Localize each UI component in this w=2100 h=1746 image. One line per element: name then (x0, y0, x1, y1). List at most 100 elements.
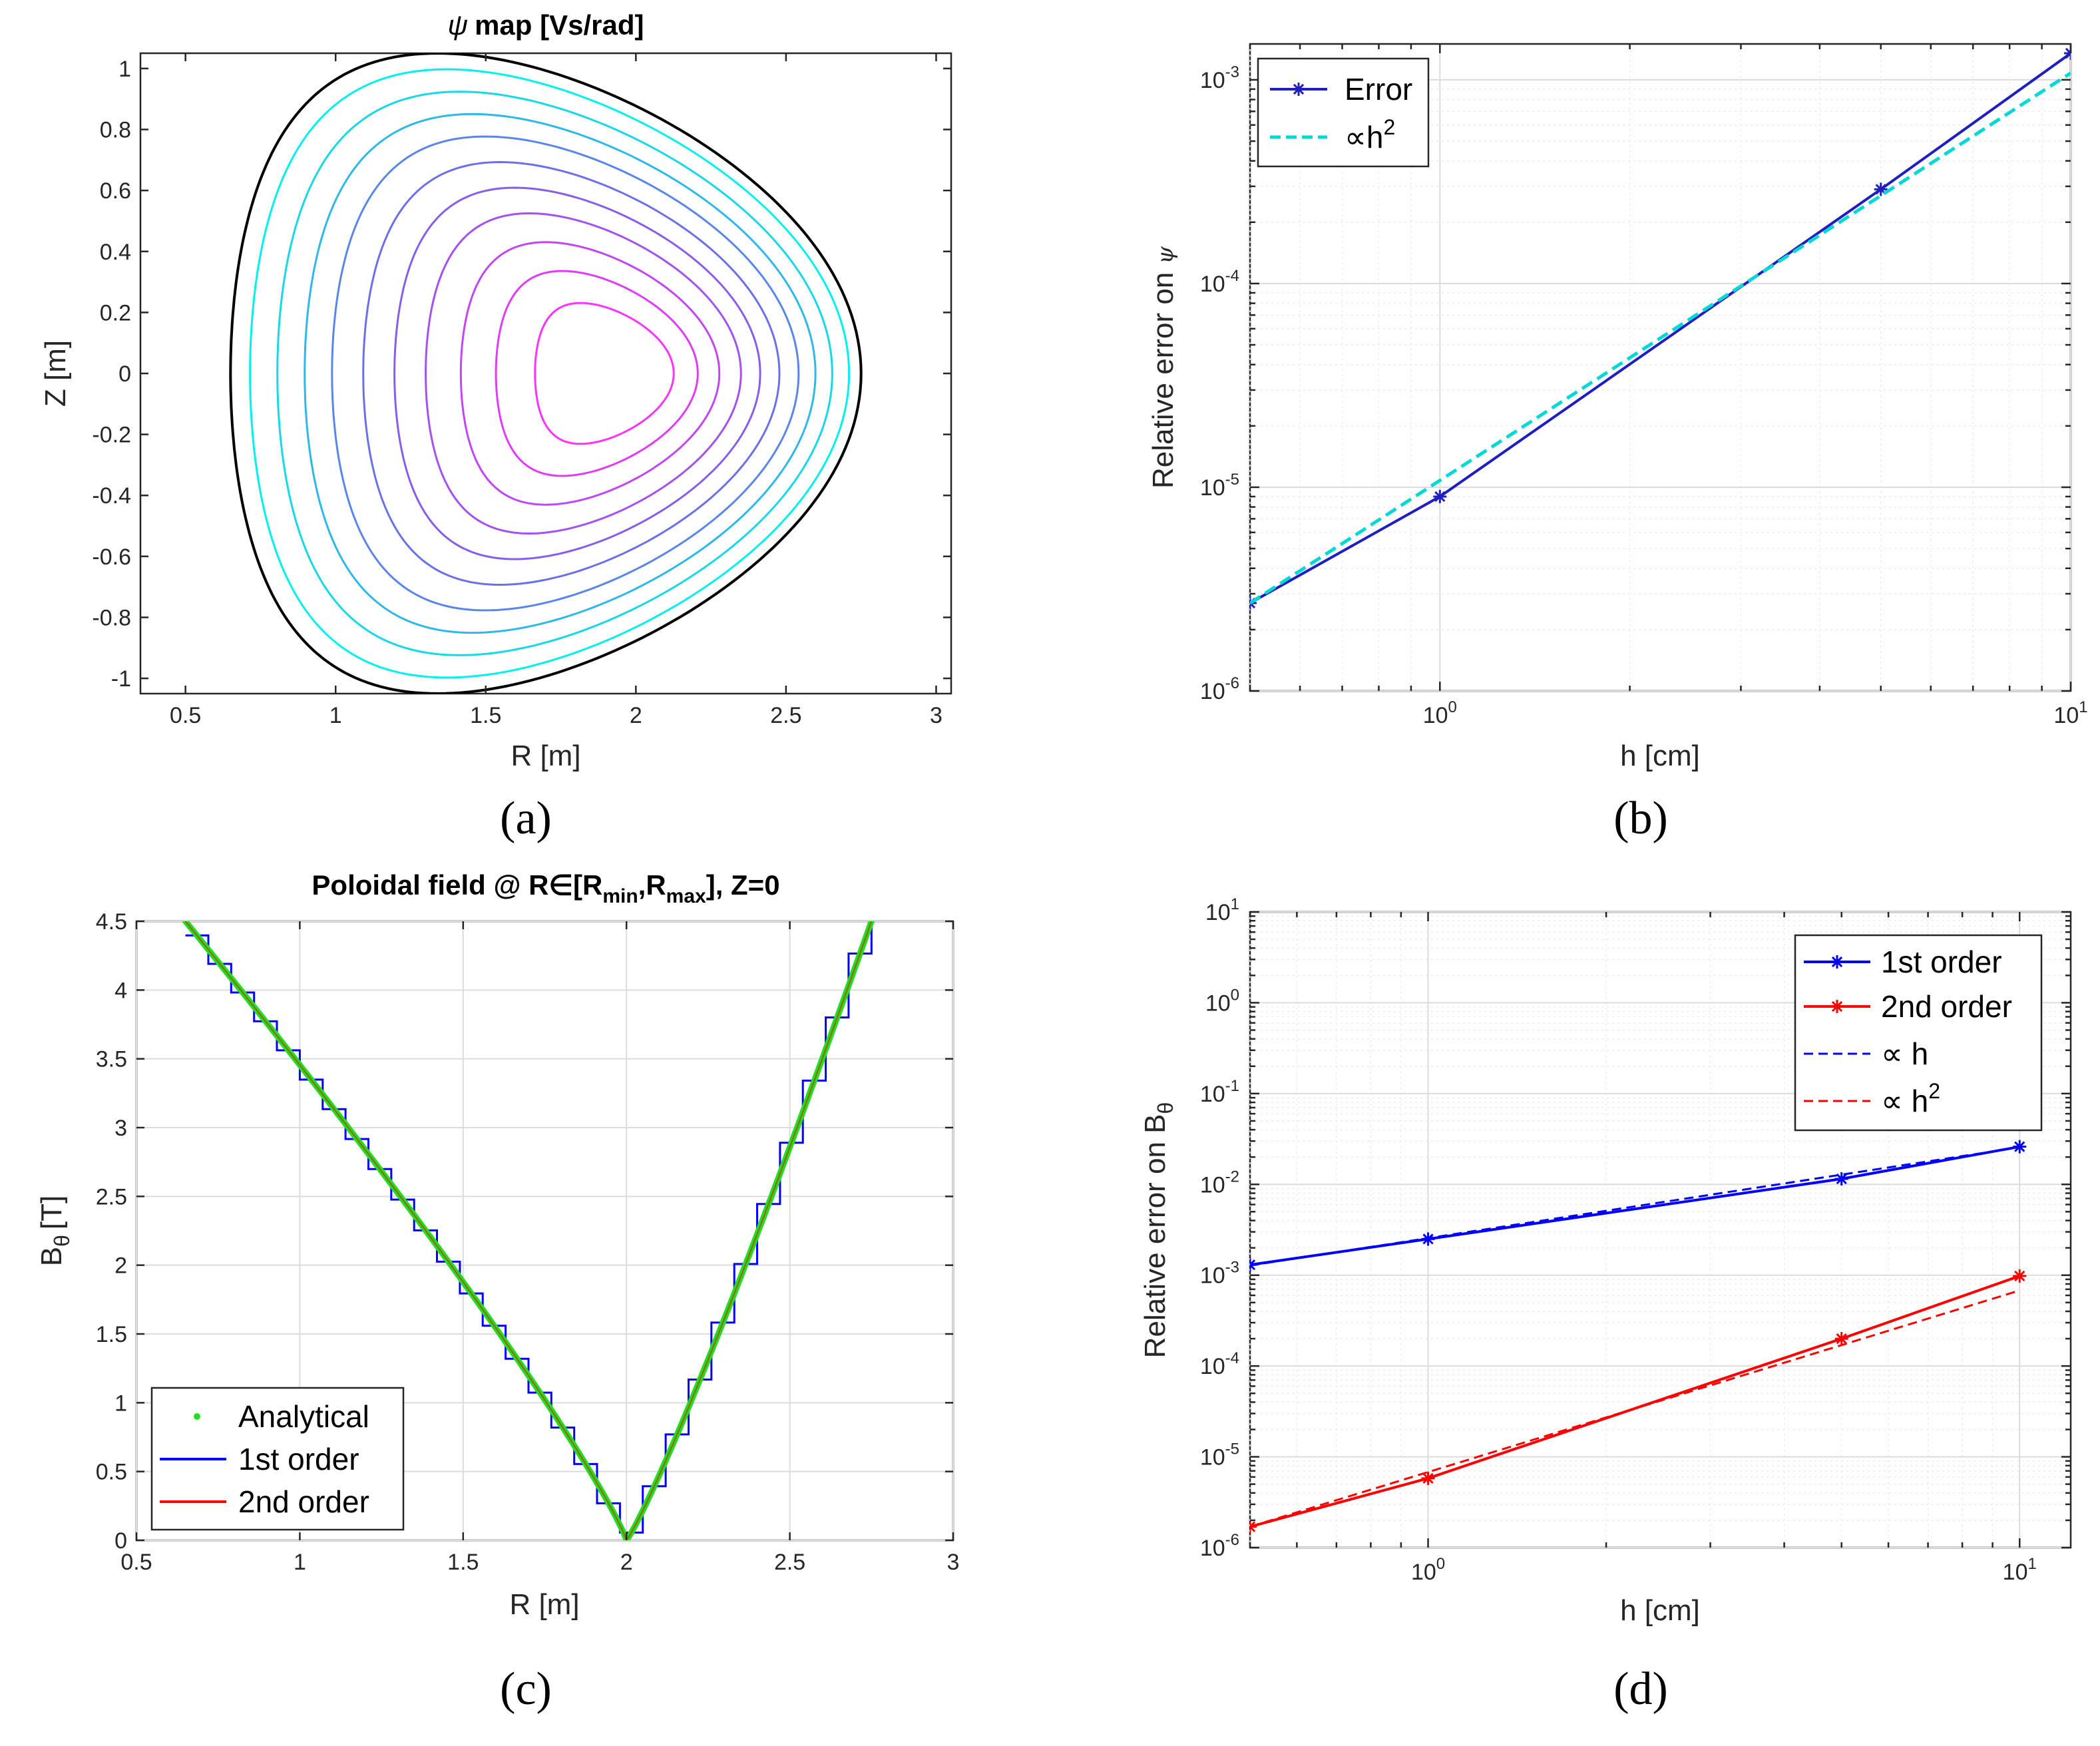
panel-b-legend-error-label: Error (1345, 72, 1412, 107)
d-series-marker-stroke (1250, 1521, 1256, 1528)
d-ytick-label: 10-4 (1200, 1349, 1239, 1379)
d-ytick-label-base: 10 (1200, 1445, 1225, 1470)
panel-c-ticks: 0.5 1 1.5 2 2.5 300.511.522.533.544.5 (96, 909, 960, 1575)
panel-a-ticks: 0.5 1 1.5 2 2.5 3 -1 -0.8 -0.6 -0.4 -0.2 0 0.2 0.4 0.6… (92, 53, 951, 728)
panel-a-ytick-label: -0.4 (92, 483, 131, 509)
panel-d-legend-fit2-exp: 2 (1928, 1079, 1940, 1103)
panel-c-title-sub-min: min (602, 885, 638, 907)
b-ytick-label: 10-3 (1200, 63, 1239, 93)
panel-a-xtick-label: 1 (329, 703, 342, 728)
panel-a-contour-line (331, 135, 800, 612)
panel-d-ylabel: Relative error on Bθ (1139, 1102, 1177, 1359)
panel-c-ytick-label: 4.5 (96, 909, 127, 935)
panel-c-legend-analytical-label: Analytical (238, 1399, 369, 1434)
d-ytick-label-base: 10 (1200, 1263, 1225, 1289)
panel-d-xlabel: h [cm] (1620, 1594, 1700, 1627)
d-ytick-label: 10-1 (1200, 1077, 1239, 1107)
panel-c-ytick-label: 2.5 (96, 1184, 127, 1209)
panel-b-ylabel-text: Relative error on (1147, 272, 1179, 489)
b-xtick-label: 101 (2053, 698, 2087, 728)
panel-a-ytick-label: 0.2 (100, 300, 131, 326)
d-series-marker (1421, 1471, 1435, 1485)
d-ytick-label-exp: -5 (1225, 1440, 1239, 1458)
panel-c-xtick-label: 2 (620, 1550, 633, 1575)
d-xtick-label-base: 10 (2003, 1560, 2028, 1585)
d-ytick-label: 10-3 (1200, 1259, 1239, 1289)
b-xtick-label-base: 10 (2053, 703, 2079, 728)
b-series-line (1250, 52, 2071, 604)
panel-b-legend-star-stroke (1293, 83, 1305, 95)
b-ytick-label-exp: -3 (1225, 63, 1239, 81)
d-series-fit-line (1250, 1289, 2020, 1528)
panel-c-title-mid: ,R (638, 869, 666, 901)
panel-d-legend-fit1-label: ∝ h (1881, 1036, 1928, 1071)
panel-d-caption: (d) (1613, 1663, 1668, 1715)
panel-d-legend-fit2-label: ∝ h2 (1881, 1079, 1940, 1118)
panel-a-ytick-label: -0.2 (92, 423, 131, 448)
panel-b-legend-fit-exp: 2 (1383, 115, 1395, 139)
panel-c-xtick-label: 0.5 (120, 1550, 152, 1575)
panel-c-ylabel: Bθ [T] (35, 1196, 74, 1266)
d-series-marker-stroke (1836, 1173, 1847, 1185)
panel-b-ylabel: Relative error on ψ (1147, 246, 1179, 489)
panel-c-legend-second-label: 2nd order (238, 1484, 369, 1519)
panel-c-ytick-label: 1 (114, 1391, 127, 1416)
panel-c-title: Poloidal field @ R∈[Rmin,Rmax], Z=0 (312, 869, 779, 907)
panel-a-ytick-label: 0.6 (100, 178, 131, 204)
panel-a-boundary-line (229, 53, 863, 694)
panel-d-legend-first-label: 1st order (1881, 945, 2002, 979)
d-series-marker (2013, 1269, 2027, 1283)
panel-a-ylabel: Z [m] (39, 340, 72, 407)
b-series-marker-stroke (1434, 491, 1446, 503)
d-ytick-label-exp: -4 (1225, 1349, 1239, 1367)
panel-d-legend-second-marker (1830, 1000, 1844, 1013)
panel-c-xlabel: R [m] (509, 1588, 579, 1621)
b-ytick-label: 10-4 (1200, 267, 1239, 297)
panel-a-axes (139, 52, 952, 695)
d-ytick-label-base: 10 (1200, 1172, 1225, 1198)
panel-d-grid (1249, 911, 2071, 1548)
b-xtick-label: 100 (1423, 698, 1457, 728)
b-xtick-label-base: 10 (1423, 703, 1448, 728)
panel-a-contour-line (276, 91, 833, 656)
d-ytick-label-base: 10 (1205, 900, 1231, 925)
panel-c-xtick-label: 1.5 (447, 1550, 479, 1575)
d-series-marker-stroke (1836, 1333, 1847, 1345)
b-ytick-label-exp: -6 (1225, 674, 1239, 692)
panel-c-title-end: ], Z=0 (706, 869, 780, 901)
b-series-marker-stroke (1875, 184, 1886, 195)
d-ytick-label-base: 10 (1205, 990, 1231, 1016)
panel-c-plot-area (182, 921, 875, 1540)
d-series-marker (1834, 1172, 1848, 1186)
d-ytick-label-exp: -3 (1225, 1259, 1239, 1277)
panel-c-legend-first-label: 1st order (238, 1442, 359, 1476)
panel-c-legend: Analytical 1st order 2nd order (150, 1387, 405, 1531)
panel-a-contour-line (534, 302, 675, 445)
panel-c-xtick-label: 2.5 (774, 1550, 805, 1575)
panel-d-legend-star (1830, 1000, 1844, 1013)
panel-c-ytick-label: 3.5 (96, 1047, 127, 1072)
panel-a-xlabel: R [m] (511, 740, 580, 772)
b-ytick-label-base: 10 (1200, 475, 1225, 501)
b-series-marker (1433, 489, 1447, 503)
panel-b-legend-fit-text: ∝h (1345, 120, 1383, 154)
panel-d-legend: 1st order 2nd order ∝ h ∝ h2 (1794, 934, 2043, 1132)
panel-d-legend-star-stroke (1831, 956, 1843, 968)
panel-a-xtick-label: 0.5 (170, 703, 201, 728)
b-series-marker-stroke (2065, 47, 2071, 55)
panel-a-contour-line (393, 186, 761, 560)
b-ytick-label: 10-6 (1200, 674, 1239, 704)
d-series-marker-stroke (2014, 1141, 2025, 1152)
b-series-marker (2064, 47, 2071, 61)
d-ytick-label-base: 10 (1200, 1354, 1225, 1379)
panel-a-ytick-label: 0.8 (100, 118, 131, 143)
panel-a-title: ψ map [Vs/rad] (448, 9, 644, 41)
b-series-fit-line (1250, 71, 2071, 605)
panel-c-title-main: Poloidal field @ R∈[R (312, 869, 602, 901)
panel-c-xtick-label: 1 (294, 1550, 306, 1575)
panel-c-ylabel-base: B (35, 1247, 68, 1266)
